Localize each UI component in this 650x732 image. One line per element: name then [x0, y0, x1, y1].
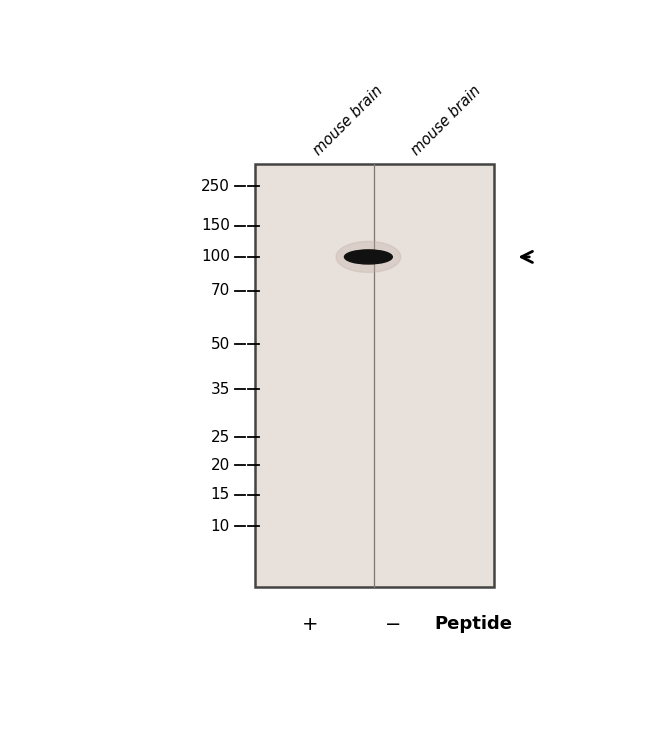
- Ellipse shape: [344, 250, 393, 264]
- Text: 150: 150: [201, 218, 230, 234]
- Text: 35: 35: [211, 382, 230, 397]
- Text: 10: 10: [211, 519, 230, 534]
- Text: +: +: [302, 615, 318, 634]
- Text: 25: 25: [211, 430, 230, 445]
- Text: 70: 70: [211, 283, 230, 298]
- Text: mouse brain: mouse brain: [311, 83, 385, 158]
- Text: Peptide: Peptide: [434, 616, 512, 633]
- Text: −: −: [385, 615, 402, 634]
- Text: 100: 100: [201, 250, 230, 264]
- Text: 15: 15: [211, 488, 230, 502]
- Text: 50: 50: [211, 337, 230, 352]
- Text: 20: 20: [211, 458, 230, 473]
- Text: mouse brain: mouse brain: [409, 83, 484, 158]
- Bar: [255, 164, 494, 586]
- Text: 250: 250: [201, 179, 230, 194]
- Ellipse shape: [336, 242, 400, 272]
